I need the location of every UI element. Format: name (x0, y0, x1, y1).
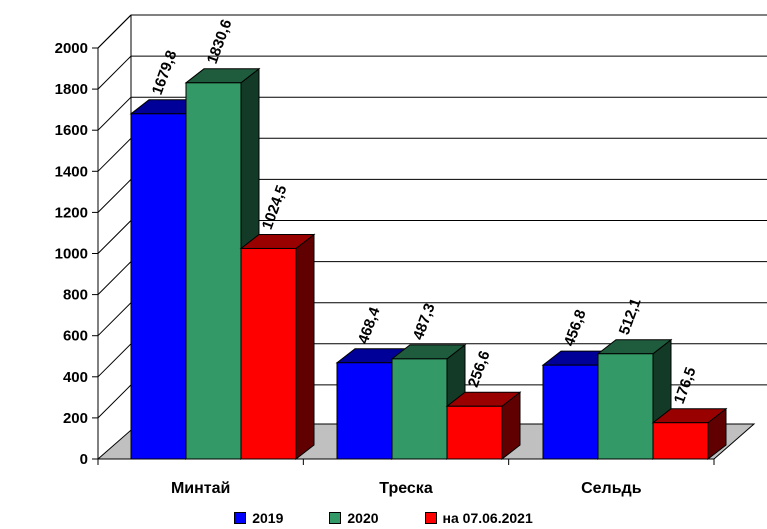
y-tick-label: 800 (63, 287, 88, 304)
bar (239, 233, 316, 461)
gridline-diagonal (97, 179, 132, 213)
y-tick-label: 1800 (55, 81, 88, 98)
data-label: 256,6 (465, 349, 494, 390)
data-label: 468,4 (355, 304, 384, 346)
legend-item-2020: 2020 (329, 507, 379, 529)
category-label: Сельдь (581, 480, 642, 497)
category-label: Минтай (171, 480, 230, 497)
bar-front (652, 422, 709, 460)
bar-front (130, 113, 187, 460)
y-tick-label: 2000 (55, 40, 88, 57)
bar-front (240, 247, 297, 460)
gridline-diagonal (97, 14, 132, 49)
gridline-diagonal (97, 384, 132, 419)
gridline-diagonal (97, 302, 132, 337)
x-axis-categories: Минтай Треска Сельдь (171, 480, 642, 497)
data-label: 176,5 (671, 365, 700, 406)
bar (445, 391, 522, 461)
y-tick-label: 1200 (55, 204, 88, 221)
bar (651, 407, 728, 461)
gridline-diagonal (97, 55, 132, 90)
legend-item-2021: на 07.06.2021 (424, 507, 533, 529)
gridline-diagonal (97, 220, 132, 254)
bar-side (295, 233, 315, 461)
data-label: 1679,8 (149, 48, 181, 97)
y-tick-label: 1000 (55, 246, 88, 263)
category-label: Треска (379, 480, 433, 497)
data-label: 512,1 (616, 296, 645, 337)
gridline-diagonal (97, 343, 132, 378)
y-tick-label: 1600 (55, 122, 88, 139)
bar-front (185, 82, 242, 460)
legend-swatch (329, 512, 342, 524)
bar-front (597, 353, 654, 460)
y-tick-label: 200 (63, 410, 88, 427)
bar-front (391, 358, 448, 460)
legend-label: на 07.06.2021 (442, 510, 533, 526)
data-label: 1830,6 (204, 17, 236, 66)
legend: 2019 2020 на 07.06.2021 (0, 507, 767, 529)
y-tick-label: 600 (63, 328, 88, 345)
y-axis-ticks: 0 200 400 600 800 1000 1200 1400 1600 1800 2000 (55, 40, 98, 468)
bar-front (542, 364, 599, 460)
legend-swatch (234, 512, 247, 524)
data-label: 1024,5 (259, 183, 291, 232)
legend-label: 2019 (252, 510, 284, 526)
bar-front (336, 362, 393, 460)
gridline-diagonal (97, 137, 132, 172)
gridline-diagonal (97, 96, 132, 131)
legend-label: 2020 (347, 510, 379, 526)
data-label: 487,3 (410, 301, 439, 342)
y-tick-label: 400 (63, 369, 88, 386)
bar-front (446, 405, 503, 460)
y-tick-label: 1400 (55, 163, 88, 180)
y-tick-label: 0 (80, 451, 88, 468)
data-label: 456,8 (561, 307, 590, 348)
legend-item-2019: 2019 (234, 507, 283, 529)
legend-swatch (424, 512, 437, 524)
gridline-diagonal (97, 261, 132, 295)
bars (129, 67, 728, 461)
